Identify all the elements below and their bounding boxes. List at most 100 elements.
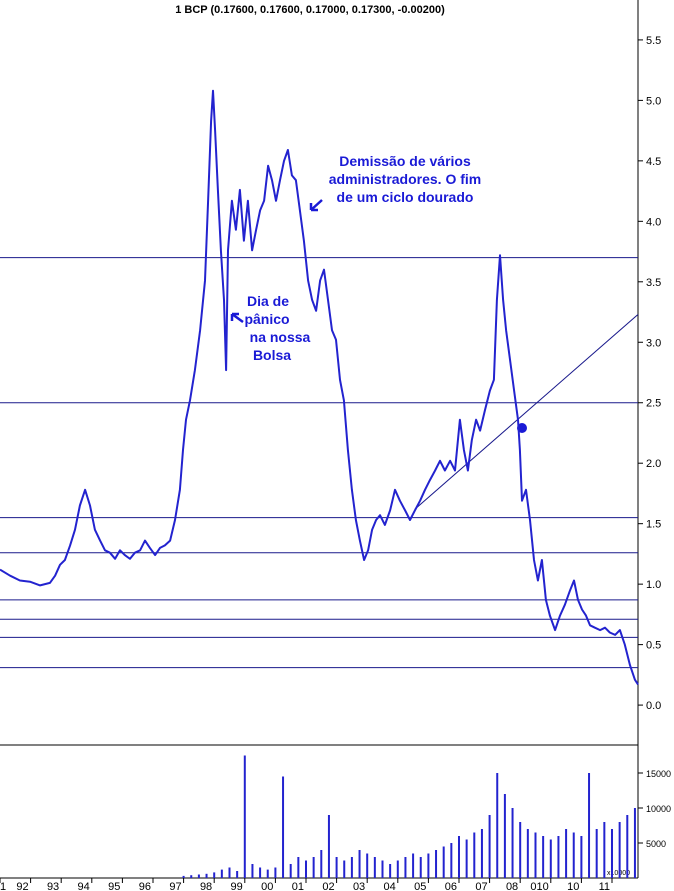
x-tick-label: 97 bbox=[169, 881, 181, 891]
x-tick-label: 02 bbox=[322, 881, 334, 891]
volume-bar bbox=[519, 822, 522, 878]
y-tick-label: 3.5 bbox=[646, 277, 661, 289]
volume-bar bbox=[289, 864, 292, 878]
volume-bar bbox=[633, 808, 636, 878]
volume-bar bbox=[327, 815, 330, 878]
volume-bar bbox=[618, 822, 621, 878]
annotation: na nossa bbox=[250, 329, 311, 345]
volume-bar bbox=[381, 860, 384, 878]
x-tick-label: 95 bbox=[108, 881, 120, 891]
volume-bar bbox=[197, 874, 200, 878]
x-tick-label: 05 bbox=[414, 881, 426, 891]
volume-bar bbox=[366, 853, 369, 878]
volume-bar bbox=[465, 839, 468, 878]
price-line bbox=[0, 89, 639, 686]
volume-bar bbox=[404, 857, 407, 878]
volume-bar bbox=[496, 773, 499, 878]
x-tick-label: 08 bbox=[506, 881, 518, 891]
volume-bar bbox=[312, 857, 315, 878]
volume-bar bbox=[251, 864, 254, 878]
x-tick-label: 99 bbox=[231, 881, 243, 891]
volume-bar bbox=[503, 794, 506, 878]
volume-bar bbox=[488, 815, 491, 878]
y-tick-label: 4.0 bbox=[646, 216, 661, 228]
volume-bar bbox=[350, 857, 353, 878]
trend-line bbox=[414, 314, 639, 510]
volume-bar bbox=[572, 832, 575, 878]
volume-bar bbox=[427, 853, 430, 878]
volume-bar bbox=[626, 815, 629, 878]
volume-bar bbox=[396, 860, 399, 878]
x-tick-label: 11 bbox=[599, 881, 610, 891]
volume-bar bbox=[182, 875, 185, 878]
volume-bar bbox=[588, 773, 591, 878]
arrow bbox=[230, 312, 244, 324]
volume-bar bbox=[610, 829, 613, 878]
x-tick-label: 94 bbox=[78, 881, 90, 891]
annotation: administradores. O fim bbox=[329, 171, 481, 187]
y-tick-label: 0.0 bbox=[646, 700, 661, 712]
x-tick-label: 04 bbox=[384, 881, 396, 891]
volume-bar bbox=[297, 857, 300, 878]
x-tick-label: 1 bbox=[0, 881, 6, 891]
volume-bar bbox=[220, 869, 223, 878]
volume-bar bbox=[266, 869, 269, 878]
volume-bar bbox=[419, 857, 422, 878]
y-tick-label: 2.0 bbox=[646, 458, 661, 470]
y-tick-label: 3.0 bbox=[646, 337, 661, 349]
volume-bar bbox=[442, 846, 445, 878]
volume-bar bbox=[557, 836, 560, 878]
volume-bar bbox=[228, 867, 231, 878]
volume-bar bbox=[549, 839, 552, 878]
volume-bar bbox=[603, 822, 606, 878]
volume-bar bbox=[511, 808, 514, 878]
x-tick-label: 06 bbox=[445, 881, 457, 891]
volume-bar bbox=[450, 843, 453, 878]
volume-bar bbox=[595, 829, 598, 878]
y-tick-label: 1.5 bbox=[646, 519, 661, 531]
y-tick-label: 5.5 bbox=[646, 35, 661, 47]
x-tick-label: 00 bbox=[261, 881, 273, 891]
chart-title: 1 BCP (0.17600, 0.17600, 0.17000, 0.1730… bbox=[175, 4, 445, 16]
annotation: de um ciclo dourado bbox=[337, 189, 474, 205]
volume-bar bbox=[534, 832, 537, 878]
volume-bar bbox=[213, 872, 216, 878]
y-tick-label: 0.5 bbox=[646, 640, 661, 652]
x-tick-label: 03 bbox=[353, 881, 365, 891]
volume-bar bbox=[274, 867, 277, 878]
annotation: Dia de bbox=[247, 293, 289, 309]
y-tick-label: 5.0 bbox=[646, 95, 661, 107]
y-tick-label: 15000 bbox=[646, 769, 671, 779]
volume-bar bbox=[457, 836, 460, 878]
x-tick-label: 10 bbox=[567, 881, 579, 891]
volume-bar bbox=[542, 836, 545, 878]
volume-bar bbox=[389, 864, 392, 878]
volume-bar bbox=[190, 875, 193, 878]
x-tick-label: 96 bbox=[139, 881, 151, 891]
y-tick-label: 2.5 bbox=[646, 398, 661, 410]
volume-bar bbox=[259, 867, 262, 878]
volume-bar bbox=[236, 871, 239, 878]
volume-bar bbox=[205, 873, 208, 878]
annotation: Bolsa bbox=[253, 347, 291, 363]
x-tick-label: 01 bbox=[292, 881, 304, 891]
y-tick-label: 10000 bbox=[646, 804, 671, 814]
volume-bar bbox=[580, 836, 583, 878]
volume-bar bbox=[320, 850, 323, 878]
x-tick-label: 93 bbox=[47, 881, 59, 891]
y-tick-label: 4.5 bbox=[646, 156, 661, 168]
x-tick-label: 07 bbox=[475, 881, 487, 891]
volume-bar bbox=[373, 857, 376, 878]
y-tick-label: 1.0 bbox=[646, 579, 661, 591]
volume-bar bbox=[335, 857, 338, 878]
annotation: Demissão de vários bbox=[339, 153, 471, 169]
x-tick-label: 98 bbox=[200, 881, 212, 891]
volume-bar bbox=[358, 850, 361, 878]
volume-bar bbox=[343, 860, 346, 878]
volume-bar bbox=[304, 860, 307, 878]
arrow bbox=[309, 199, 323, 212]
volume-bar bbox=[526, 829, 529, 878]
volume-bar bbox=[282, 776, 285, 878]
